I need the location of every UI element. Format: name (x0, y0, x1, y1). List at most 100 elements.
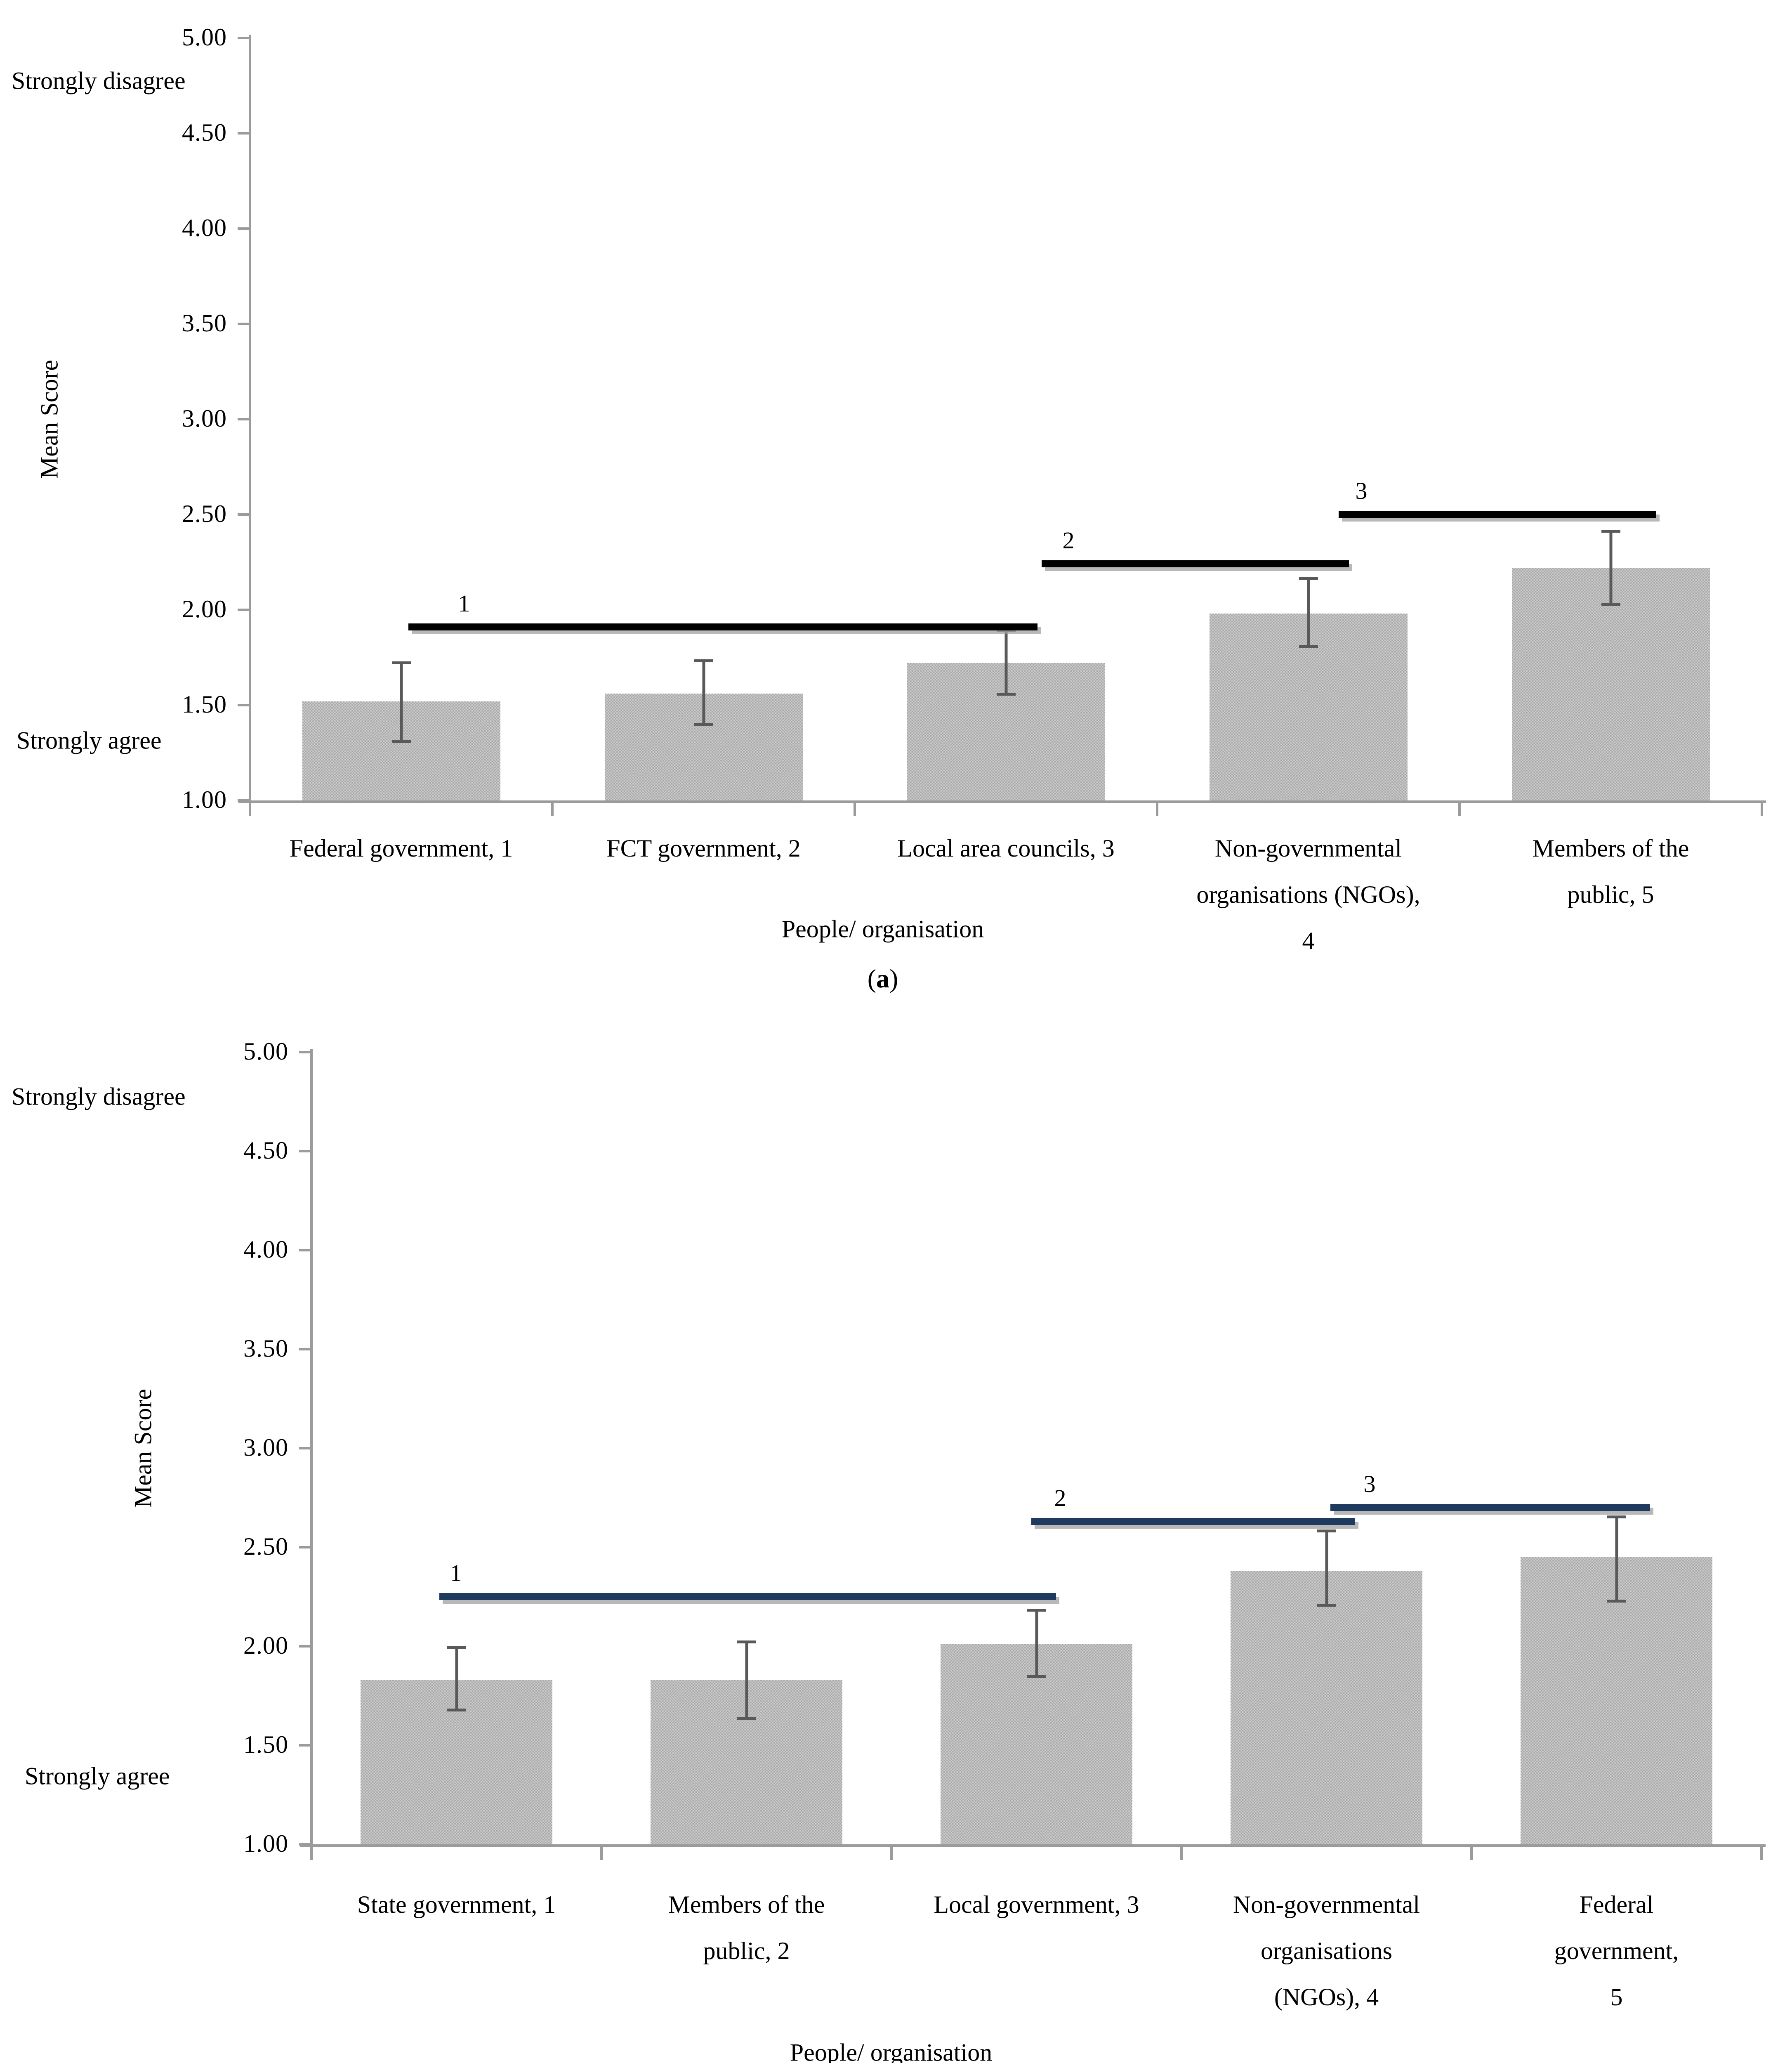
y-tick-mark (299, 1447, 311, 1449)
category-label: Local area councils, 3 (897, 835, 1115, 862)
bar (651, 1680, 842, 1844)
y-axis-line (310, 1049, 313, 1858)
axis-annotation-strongly-disagree-a: Strongly disagree (12, 67, 186, 94)
axis-annotation-strongly-agree-a: Strongly agree (17, 727, 162, 754)
x-tick-mark (1760, 1844, 1763, 1860)
category-label: State government, 1 (357, 1891, 556, 1918)
error-bar-cap-bottom (737, 1716, 756, 1720)
error-bar-cap-top (1299, 577, 1318, 581)
category-label: Members of the public, 5 (1532, 835, 1689, 908)
category-label: FCT government, 2 (606, 835, 801, 862)
error-bar-line (745, 1640, 748, 1720)
axis-annotation-strongly-disagree-b: Strongly disagree (12, 1083, 186, 1110)
y-tick-mark (299, 1348, 311, 1350)
error-bar-line (1307, 577, 1310, 648)
y-tick-mark (299, 1546, 311, 1548)
category-label: Federal government, 1 (289, 835, 513, 862)
error-bar-line (702, 659, 705, 726)
x-axis-title-a: People/ organisation (781, 915, 984, 943)
significance-line (439, 1593, 1056, 1600)
significance-line (1330, 1504, 1650, 1511)
significance-line (1042, 560, 1349, 568)
error-bar-cap-bottom (391, 740, 411, 744)
y-tick-label: 4.00 (243, 1236, 288, 1263)
x-tick-mark (310, 1844, 313, 1860)
x-tick-mark (1761, 800, 1763, 816)
y-tick-mark (238, 132, 250, 135)
error-bar-cap-bottom (694, 723, 713, 726)
x-tick-mark (249, 800, 251, 816)
y-tick-mark (299, 1150, 311, 1152)
error-bar-cap-top (1317, 1529, 1336, 1532)
error-bar-line (400, 661, 403, 744)
error-bar-cap-bottom (447, 1709, 466, 1712)
y-axis-title-b: Mean Score (129, 1388, 157, 1508)
error-bar-line (1325, 1529, 1328, 1607)
x-axis-title-b: People/ organisation (790, 2039, 993, 2063)
error-bar-cap-top (1607, 1515, 1626, 1519)
x-axis-line (238, 800, 1766, 803)
significance-label: 3 (1363, 1471, 1376, 1497)
x-tick-mark (854, 800, 856, 816)
error-bar-cap-bottom (1607, 1600, 1626, 1603)
x-tick-mark (1458, 800, 1461, 816)
category-label: Non-governmental organisations (NGOs), 4 (1233, 1891, 1420, 2011)
caption-paren-close: ) (889, 964, 898, 993)
significance-label: 1 (450, 1560, 462, 1586)
error-bar-cap-top (996, 629, 1016, 632)
significance-label: 1 (458, 590, 470, 617)
y-tick-mark (238, 513, 250, 516)
y-tick-label: 1.00 (182, 786, 227, 814)
y-tick-mark (299, 1249, 311, 1251)
y-tick-mark (238, 227, 250, 230)
significance-line (1031, 1518, 1355, 1525)
significance-line (408, 623, 1037, 630)
significance-label: 2 (1054, 1484, 1066, 1511)
y-tick-label: 2.50 (182, 500, 227, 528)
category-label: Federal government, 5 (1554, 1891, 1679, 2011)
y-tick-label: 5.00 (182, 24, 227, 51)
category-label: Non-governmental organisations (NGOs), 4 (1196, 835, 1420, 954)
error-bar-cap-top (737, 1640, 756, 1643)
y-tick-mark (238, 323, 250, 325)
x-axis-line (300, 1844, 1766, 1847)
x-tick-mark (551, 800, 554, 816)
y-tick-label: 3.50 (243, 1335, 288, 1362)
y-tick-mark (238, 418, 250, 420)
error-bar-cap-bottom (1601, 603, 1620, 606)
y-tick-mark (238, 799, 250, 802)
error-bar-cap-bottom (1317, 1604, 1336, 1607)
y-tick-mark (299, 1645, 311, 1648)
bar (1511, 568, 1710, 800)
error-bar-cap-top (694, 659, 713, 663)
y-tick-label: 3.00 (182, 405, 227, 432)
y-tick-mark (238, 704, 250, 706)
x-tick-mark (1470, 1844, 1473, 1860)
y-tick-label: 2.00 (243, 1632, 288, 1659)
significance-label: 2 (1062, 527, 1075, 554)
y-tick-mark (299, 1051, 311, 1053)
error-bar-line (455, 1646, 458, 1712)
caption-letter: a (876, 964, 889, 993)
error-bar-cap-bottom (1299, 645, 1318, 648)
error-bar-line (1609, 529, 1612, 606)
category-label: Members of the public, 2 (668, 1891, 825, 1964)
error-bar-cap-bottom (1027, 1675, 1046, 1678)
y-tick-label: 2.00 (182, 595, 227, 623)
category-label: Local government, 3 (934, 1891, 1139, 1918)
error-bar-line (1004, 629, 1007, 696)
x-tick-mark (1156, 800, 1158, 816)
error-bar-line (1615, 1515, 1618, 1603)
y-tick-mark (238, 609, 250, 611)
axis-annotation-strongly-agree-b: Strongly agree (25, 1762, 170, 1790)
x-tick-mark (600, 1844, 603, 1860)
y-tick-label: 3.00 (243, 1434, 288, 1461)
y-tick-label: 1.00 (243, 1830, 288, 1858)
y-tick-label: 5.00 (243, 1038, 288, 1065)
y-axis-line (249, 35, 251, 814)
subfigure-caption-a: (a) (868, 963, 898, 994)
y-tick-mark (299, 1843, 311, 1846)
caption-paren-open: ( (867, 964, 876, 993)
y-tick-mark (299, 1744, 311, 1747)
